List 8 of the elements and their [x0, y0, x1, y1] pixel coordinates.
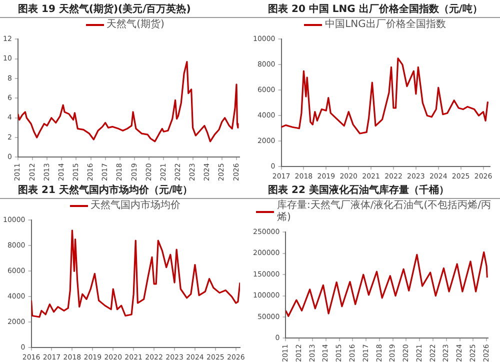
chart-title: 图表 20 中国 LNG 出厂价格全国指数（元/吨） — [250, 0, 500, 18]
chart-title: 图表 22 美国液化石油气库存量（千桶） — [250, 181, 500, 199]
legend-label: 中国LNG出厂价格全国指数 — [325, 19, 446, 31]
chart-title: 图表 19 天然气(期货)(美元/百万英热) — [0, 0, 250, 18]
chart-title: 图表 21 天然气国内市场均价（元/吨） — [0, 181, 250, 199]
legend-label: 库存量:天然气厂液体/液化石油气(不包括丙烯/丙烯) — [277, 200, 492, 224]
legend-label: 天然气国内市场均价 — [90, 200, 180, 212]
legend-label: 天然气(期货) — [106, 19, 164, 31]
